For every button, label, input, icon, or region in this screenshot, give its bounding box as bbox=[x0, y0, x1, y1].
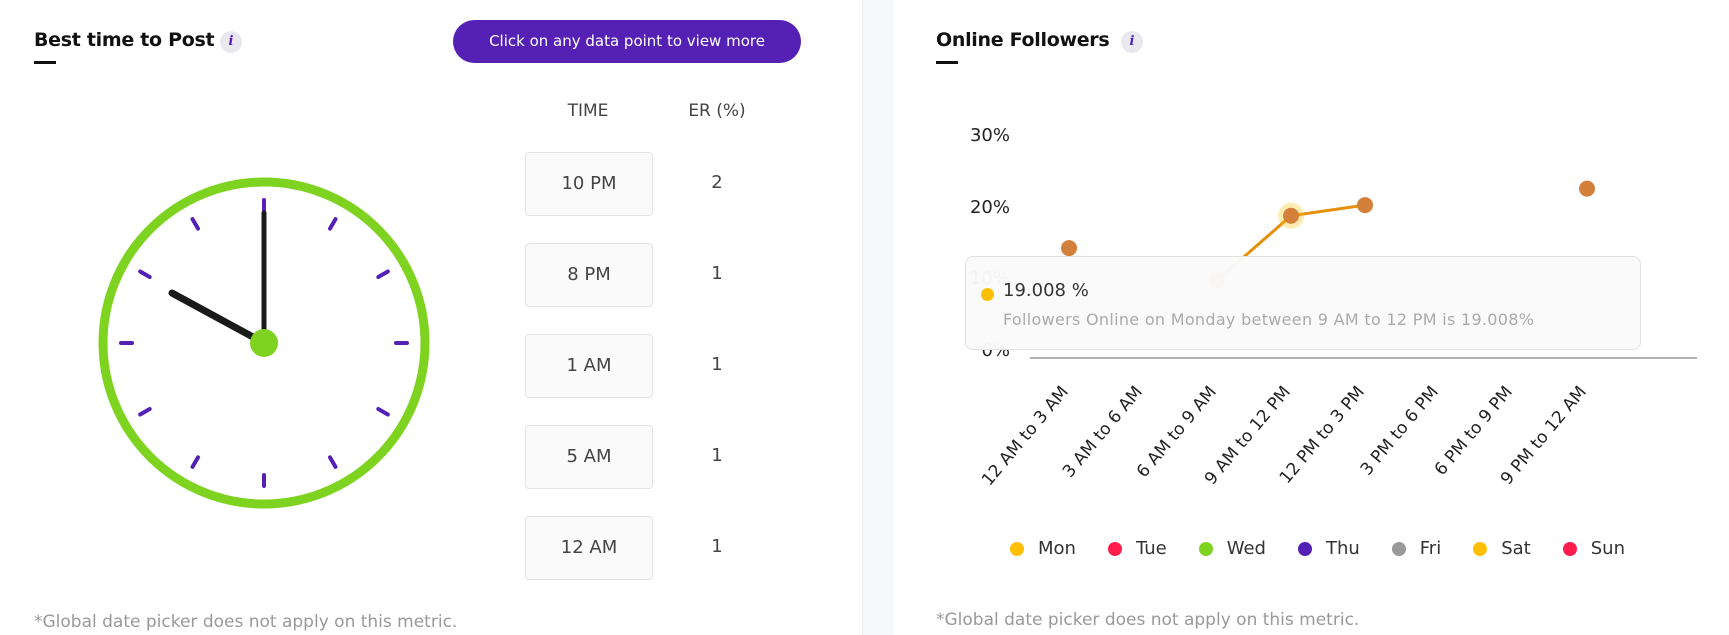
x-tick-label: 6 PM to 9 PM bbox=[1431, 382, 1517, 479]
clock-tick bbox=[376, 407, 390, 417]
legend-item-wed[interactable]: Wed bbox=[1198, 538, 1266, 559]
tooltip-series-dot bbox=[981, 288, 994, 301]
online-followers-title: Online Followers bbox=[936, 29, 1110, 51]
legend-label: Wed bbox=[1226, 538, 1266, 559]
time-slot[interactable]: 8 PM bbox=[525, 243, 653, 307]
clock-tick bbox=[190, 455, 200, 469]
legend-dot-icon bbox=[1297, 541, 1312, 556]
clock-tick bbox=[138, 269, 152, 279]
time-slot[interactable]: 12 AM bbox=[525, 516, 653, 580]
tooltip-value: 19.008 % bbox=[1003, 280, 1089, 301]
legend-label: Tue bbox=[1135, 538, 1167, 559]
legend-dot-icon bbox=[1562, 541, 1577, 556]
title-underline bbox=[34, 61, 56, 64]
panel-divider bbox=[862, 0, 894, 635]
data-point[interactable] bbox=[1357, 197, 1373, 214]
clock-ticks bbox=[119, 198, 409, 488]
legend-item-sat[interactable]: Sat bbox=[1473, 538, 1531, 559]
best-time-title: Best time to Post bbox=[34, 29, 215, 51]
er-value: 2 bbox=[711, 172, 723, 193]
legend-item-thu[interactable]: Thu bbox=[1297, 538, 1360, 559]
footnote-left: *Global date picker does not apply on th… bbox=[34, 612, 458, 632]
time-slot[interactable]: 10 PM bbox=[525, 152, 653, 216]
clock-ring bbox=[98, 177, 430, 509]
tooltip-description: Followers Online on Monday between 9 AM … bbox=[1003, 310, 1535, 329]
time-slot[interactable]: 5 AM bbox=[525, 425, 653, 489]
er-value: 1 bbox=[711, 263, 723, 284]
legend-dot-icon bbox=[1391, 541, 1406, 556]
clock-tick bbox=[376, 269, 390, 279]
clock-tick bbox=[328, 217, 338, 231]
footnote-right: *Global date picker does not apply on th… bbox=[936, 610, 1360, 630]
legend-item-fri[interactable]: Fri bbox=[1391, 538, 1442, 559]
legend-dot-icon bbox=[1198, 541, 1213, 556]
hour-hand bbox=[168, 289, 268, 347]
clock-tick bbox=[138, 407, 152, 417]
clock-center bbox=[250, 329, 278, 357]
legend-dot-icon bbox=[1473, 541, 1488, 556]
legend-item-tue[interactable]: Tue bbox=[1107, 538, 1167, 559]
er-value: 1 bbox=[711, 536, 723, 557]
clock-tick bbox=[328, 455, 338, 469]
info-icon[interactable]: i bbox=[220, 31, 242, 53]
time-slot[interactable]: 1 AM bbox=[525, 334, 653, 398]
legend-label: Sat bbox=[1501, 538, 1531, 559]
legend-item-sun[interactable]: Sun bbox=[1562, 538, 1625, 559]
info-icon[interactable]: i bbox=[1121, 31, 1143, 53]
clock-tick bbox=[190, 217, 200, 231]
y-tick-label: 20% bbox=[969, 196, 1010, 218]
legend-dot-icon bbox=[1107, 541, 1122, 556]
title-underline bbox=[936, 61, 958, 64]
data-point[interactable] bbox=[1283, 207, 1299, 224]
legend-label: Thu bbox=[1325, 538, 1360, 559]
chart-legend: Mon Tue Wed Thu Fri Sat Sun bbox=[1010, 538, 1657, 559]
col-er: ER (%) bbox=[688, 101, 746, 121]
legend-label: Fri bbox=[1419, 538, 1442, 559]
col-time: TIME bbox=[567, 101, 609, 121]
legend-dot-icon bbox=[1010, 541, 1024, 556]
clock bbox=[98, 177, 430, 509]
x-tick-label: 12 AM to 3 AM bbox=[978, 382, 1073, 490]
view-more-button[interactable]: Click on any data point to view more bbox=[453, 20, 801, 63]
er-value: 1 bbox=[711, 445, 723, 466]
legend-item-mon[interactable]: Mon bbox=[1010, 538, 1076, 559]
data-point[interactable] bbox=[1579, 180, 1595, 197]
data-point[interactable] bbox=[1061, 240, 1077, 257]
chart-tooltip: 19.008 % Followers Online on Monday betw… bbox=[965, 256, 1641, 350]
legend-label: Sun bbox=[1590, 538, 1625, 559]
er-value: 1 bbox=[711, 354, 723, 375]
legend-label: Mon bbox=[1038, 538, 1076, 559]
y-tick-label: 30% bbox=[969, 125, 1010, 146]
x-tick-label: 3 PM to 6 PM bbox=[1357, 382, 1443, 479]
